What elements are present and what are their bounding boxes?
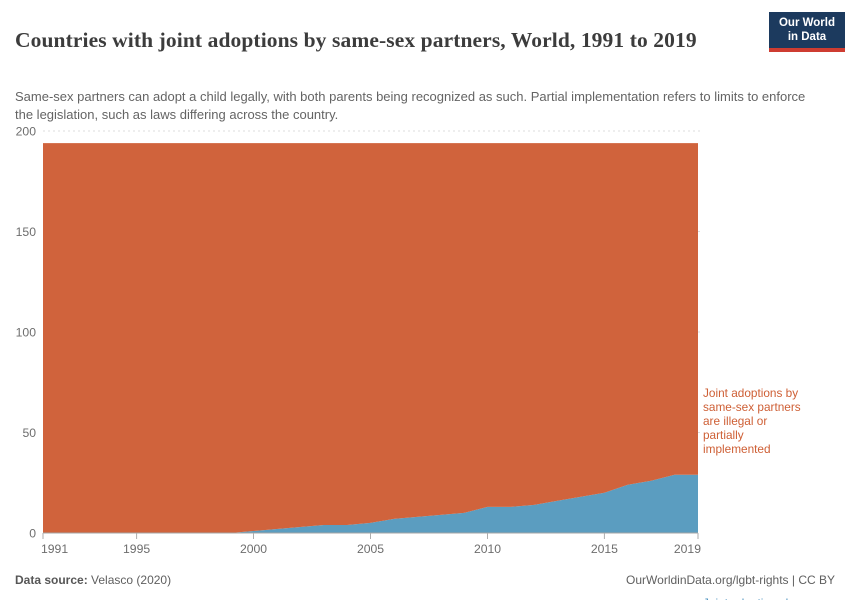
series-label-legal[interactable]: Joint adoptions by same-sex partners are…: [703, 596, 823, 600]
x-tick-label-2010: 2010: [474, 542, 501, 556]
x-tick-label-2000: 2000: [240, 542, 267, 556]
license-link[interactable]: OurWorldinData.org/lgbt-rights | CC BY: [626, 573, 835, 587]
chart-footer: Data source: Velasco (2020) OurWorldinDa…: [0, 573, 850, 587]
series-label-illegal[interactable]: Joint adoptions by same-sex partners are…: [703, 386, 801, 456]
x-tick-label-2019: 2019: [674, 542, 701, 556]
y-tick-label-0: 0: [29, 527, 36, 541]
y-tick-label-50: 50: [22, 426, 36, 440]
data-source-label: Data source:: [15, 573, 88, 587]
x-tick-label-1991: 1991: [41, 542, 68, 556]
x-tick-label-2015: 2015: [591, 542, 618, 556]
x-tick-label-2005: 2005: [357, 542, 384, 556]
chart-area: 0 50 100 150 200 1991 1995 2000 2005 2010 2015 2019…: [0, 115, 850, 600]
area-illegal-or-partial[interactable]: [43, 143, 698, 533]
owid-logo-line2: in Data: [787, 31, 827, 43]
y-tick-label-150: 150: [16, 225, 37, 239]
page-title: Countries with joint adoptions by same-s…: [15, 28, 697, 53]
data-source: Data source: Velasco (2020): [15, 573, 171, 587]
data-source-value: Velasco (2020): [87, 573, 172, 587]
y-tick-label-100: 100: [16, 326, 37, 340]
area-legal[interactable]: [43, 474, 698, 533]
y-tick-label-200: 200: [16, 125, 37, 139]
stacked-area-chart: 0 50 100 150 200 1991 1995 2000 2005 2010 2015 2019: [16, 125, 702, 557]
owid-logo[interactable]: Our World in Data: [769, 12, 845, 52]
owid-logo-line1: Our World: [778, 16, 835, 29]
chart-subtitle: Same-sex partners can adopt a child lega…: [15, 89, 806, 123]
x-tick-label-1995: 1995: [123, 542, 150, 556]
